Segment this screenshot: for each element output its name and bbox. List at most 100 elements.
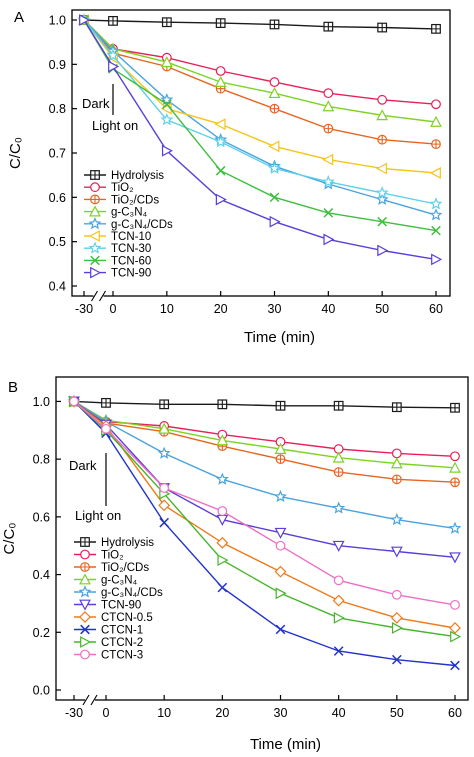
legend-marker (78, 585, 92, 598)
x-axis-title: Time (min) (244, 329, 315, 346)
data-point (431, 139, 441, 150)
legend-label: CTCN-2 (101, 637, 143, 649)
series-ctcn-3 (69, 396, 460, 610)
data-point (449, 622, 461, 634)
data-point (215, 18, 226, 29)
legend-marker (90, 266, 102, 279)
data-point (159, 517, 169, 528)
legend-entry-tcn-90: TCN-90 (84, 266, 151, 280)
y-tick-label: 0.0 (33, 684, 50, 698)
data-point (332, 451, 345, 463)
legend-entry-g-c-n: g-C₃N₄ (84, 205, 148, 219)
series-line (83, 19, 437, 145)
data-point (375, 186, 389, 199)
series-line (73, 400, 456, 638)
data-point (377, 22, 388, 33)
data-point (217, 554, 229, 567)
legend-label: CTCN-0.5 (101, 612, 153, 624)
x-tick-label: 10 (157, 706, 171, 720)
legend-label: Hydrolysis (111, 170, 164, 182)
data-point (69, 396, 79, 407)
data-point (429, 167, 441, 179)
data-point (215, 472, 229, 485)
legend-entry-tio: TiO₂ (74, 550, 124, 562)
data-point (275, 454, 286, 465)
data-point (108, 15, 118, 26)
legend-label: g-C₃N₄/CDs (101, 587, 163, 599)
data-point (274, 489, 287, 503)
data-point (333, 467, 344, 478)
series-line (73, 400, 456, 558)
plot-frame (55, 376, 469, 701)
y-tick-label: 0.2 (33, 626, 50, 640)
series-line (73, 400, 456, 667)
y-tick-label: 1.0 (49, 14, 66, 28)
data-point (323, 123, 334, 134)
data-point (377, 94, 388, 105)
data-point (217, 399, 228, 410)
data-point (159, 399, 170, 410)
series-line (83, 19, 437, 205)
data-point (377, 134, 388, 145)
data-point (160, 112, 174, 126)
data-point (275, 587, 287, 600)
data-point (429, 197, 443, 210)
legend-entry-ctcn-3: CTCN-3 (74, 650, 143, 662)
data-point (377, 216, 387, 227)
legend-marker (90, 170, 100, 180)
series-line (83, 19, 437, 123)
data-point (158, 422, 171, 434)
legend-marker (88, 241, 102, 254)
legend-marker (80, 624, 90, 635)
legend-marker (79, 573, 91, 585)
data-point (332, 501, 346, 514)
series-line (73, 400, 456, 530)
data-point (448, 521, 462, 534)
data-point (431, 23, 441, 34)
x-tick-label: 20 (214, 302, 228, 316)
legend-marker (90, 255, 100, 266)
data-point (431, 253, 443, 266)
data-point (160, 55, 173, 68)
x-tick-label: 60 (429, 302, 443, 316)
x-tick-label: -30 (65, 706, 83, 720)
data-point (450, 599, 460, 610)
data-point (216, 434, 229, 446)
data-point (450, 630, 462, 643)
legend-label: TiO₂ (111, 182, 134, 194)
data-point (216, 536, 229, 549)
data-point (390, 546, 403, 558)
data-point (322, 100, 335, 112)
data-point (274, 565, 287, 578)
data-point (161, 17, 172, 28)
data-point (450, 451, 460, 462)
x-axis-title: Time (min) (250, 736, 321, 753)
data-point (390, 457, 403, 469)
x-tick-label: 40 (332, 706, 346, 720)
annotation-dark: Dark (69, 458, 97, 473)
legend-label: TiO₂ (101, 550, 124, 562)
data-point (322, 153, 334, 166)
series-line (73, 400, 456, 469)
legend-label: g-C₃N₄/CDs (111, 219, 173, 231)
legend-entry-tcn-90: TCN-90 (74, 600, 141, 612)
legend-label: TCN-10 (111, 231, 151, 243)
y-tick-label: 0.8 (49, 102, 66, 116)
annotation-light-on: Light on (75, 508, 121, 523)
legend-marker (79, 611, 91, 623)
data-point (268, 140, 280, 153)
legend-marker (80, 562, 90, 572)
legend-label: TiO₂/CDs (101, 562, 149, 574)
legend-label: g-C₃N₄ (101, 575, 138, 587)
legend-entry-tcn-10: TCN-10 (84, 230, 151, 243)
legend-entry-hydrolysis: Hydrolysis (84, 170, 164, 182)
legend-entry-tio-cds: TiO₂/CDs (74, 562, 149, 574)
legend-entry-ctcn-2: CTCN-2 (74, 636, 143, 649)
legend-marker (88, 217, 102, 230)
legend-label: CTCN-3 (101, 650, 143, 662)
data-point (391, 589, 402, 600)
legend: HydrolysisTiO₂TiO₂/CDsg-C₃N₄g-C₃N₄/CDsTC… (74, 537, 163, 662)
axis-break-mark (82, 694, 98, 706)
y-axis-title: C/C₀ (7, 137, 24, 169)
